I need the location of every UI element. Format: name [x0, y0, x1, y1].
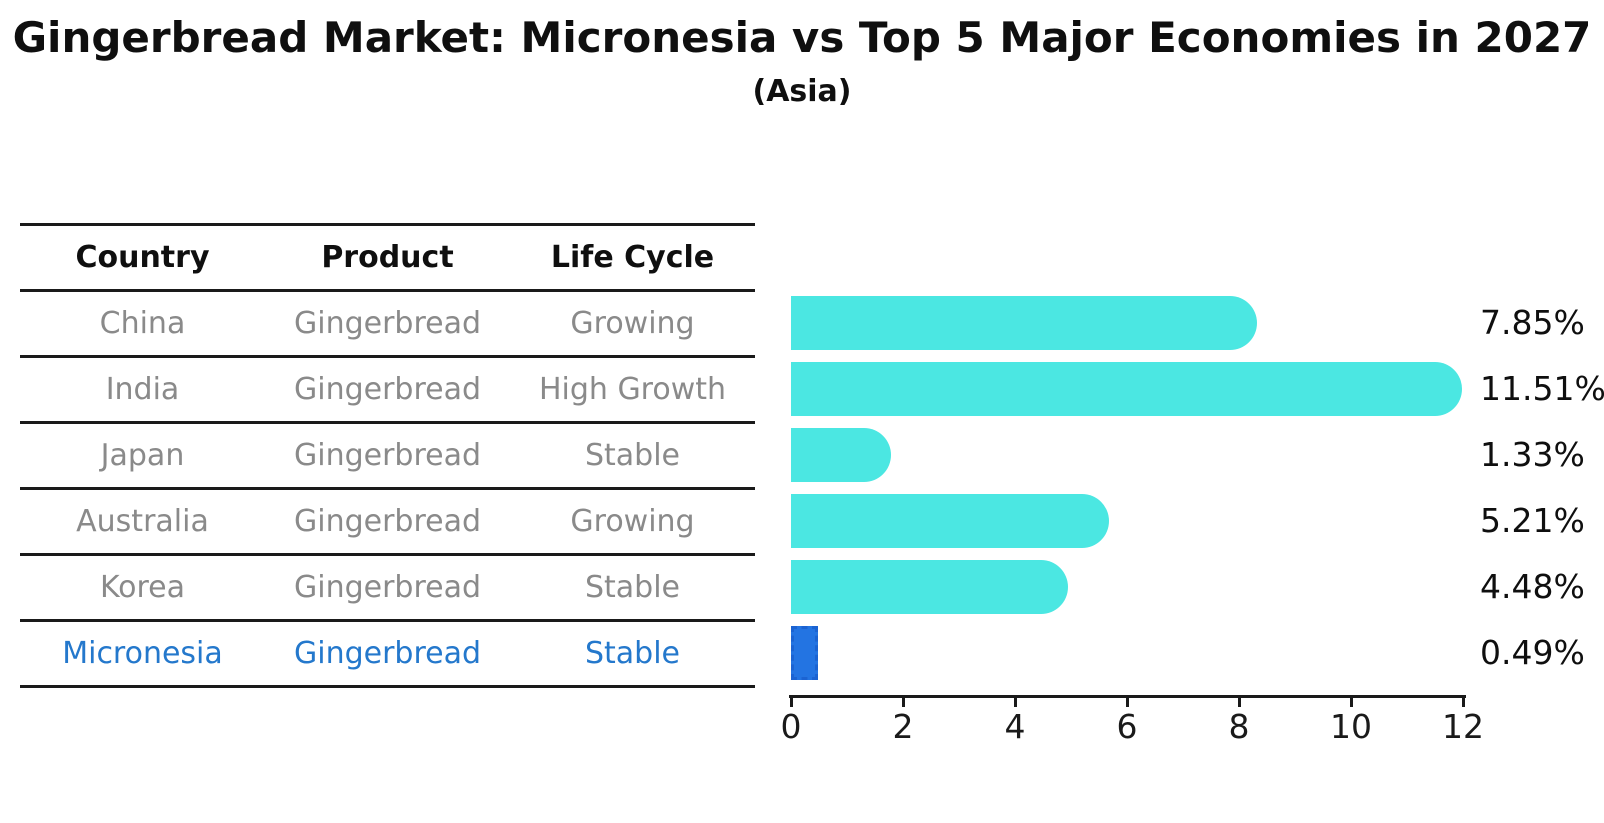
table-cell-country: China [99, 306, 186, 341]
x-axis-tick-label: 8 [1228, 707, 1250, 746]
table-cell-product: Gingerbread [293, 636, 482, 671]
table-cell-life-cycle: High Growth [538, 372, 727, 407]
x-axis-tick-label: 0 [780, 707, 802, 746]
table-cell-country: Micronesia [62, 636, 223, 671]
table-cell-country: Japan [100, 438, 185, 473]
bar-value-label-japan: 1.33% [1480, 435, 1585, 474]
table-cell-country: Korea [99, 570, 186, 605]
bar-value-label-china: 7.85% [1480, 303, 1585, 342]
bar-japan [791, 428, 892, 482]
table-header-row: Country Product Life Cycle [20, 226, 755, 292]
table-cell-product: Gingerbread [293, 570, 482, 605]
table-cell-product: Gingerbread [293, 372, 482, 407]
x-axis-tick-label: 10 [1330, 707, 1372, 746]
bar-china [791, 296, 1257, 350]
table-header-product: Product [321, 240, 454, 275]
country-table: Country Product Life Cycle China Gingerbr… [20, 223, 755, 688]
table-cell-product: Gingerbread [293, 438, 482, 473]
table-cell-life-cycle: Stable [584, 570, 681, 605]
table-row-china: China Gingerbread Growing [20, 292, 755, 358]
table-row-india: India Gingerbread High Growth [20, 358, 755, 424]
table-header-life-cycle: Life Cycle [550, 240, 715, 275]
bar-value-label-australia: 5.21% [1480, 501, 1585, 540]
table-cell-life-cycle: Stable [584, 636, 681, 671]
table-row-japan: Japan Gingerbread Stable [20, 424, 755, 490]
table-cell-life-cycle: Growing [570, 306, 695, 341]
x-axis-tick-label: 2 [892, 707, 914, 746]
x-axis-tick [1014, 698, 1017, 707]
x-axis-tick [1350, 698, 1353, 707]
x-axis-tick [1462, 698, 1465, 707]
table-body: China Gingerbread Growing India Gingerbread H… [20, 292, 755, 688]
table-cell-product: Gingerbread [293, 504, 482, 539]
table-cell-country: India [105, 372, 180, 407]
bar-value-label-korea: 4.48% [1480, 567, 1585, 606]
bar-australia [791, 494, 1109, 548]
bar-value-label-india: 11.51% [1480, 369, 1604, 408]
table-header-country: Country [75, 240, 210, 275]
table-cell-life-cycle: Stable [584, 438, 681, 473]
bar-value-label-micronesia: 0.49% [1480, 633, 1585, 672]
x-axis-tick [902, 698, 905, 707]
table-cell-product: Gingerbread [293, 306, 482, 341]
bar-micronesia [791, 626, 819, 680]
x-axis-tick [1126, 698, 1129, 707]
x-axis-tick [1238, 698, 1241, 707]
x-axis-tick-label: 12 [1442, 707, 1484, 746]
x-axis-tick [790, 698, 793, 707]
bar-india [791, 362, 1462, 416]
bar-korea [791, 560, 1068, 614]
table-row-australia: Australia Gingerbread Growing [20, 490, 755, 556]
x-axis-tick-label: 6 [1116, 707, 1138, 746]
chart-subtitle: (Asia) [752, 74, 852, 109]
chart-title: Gingerbread Market: Micronesia vs Top 5 … [12, 13, 1592, 62]
x-axis-line [789, 695, 1466, 698]
table-cell-life-cycle: Growing [570, 504, 695, 539]
table-row-korea: Korea Gingerbread Stable [20, 556, 755, 622]
table-row-micronesia: Micronesia Gingerbread Stable [20, 622, 755, 688]
table-cell-country: Australia [76, 504, 209, 539]
x-axis-tick-label: 4 [1004, 707, 1026, 746]
